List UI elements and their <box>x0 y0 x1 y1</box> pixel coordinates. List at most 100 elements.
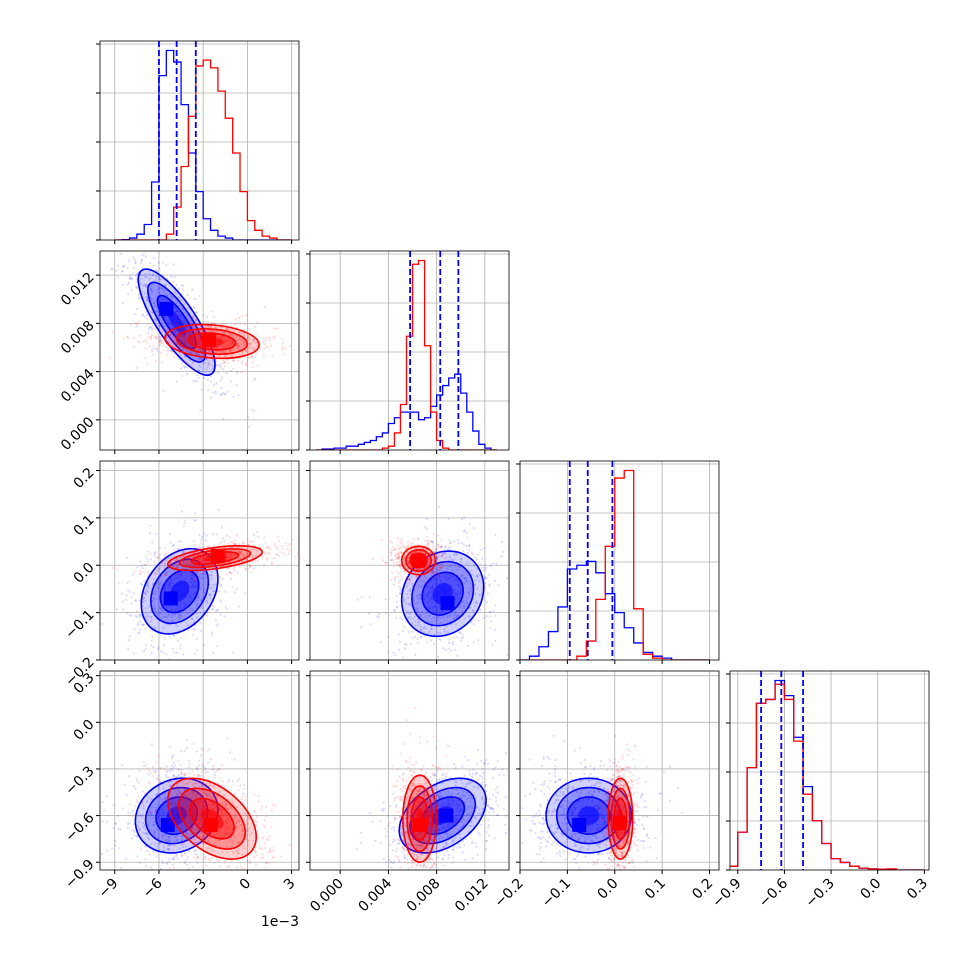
series_b-point <box>425 564 428 568</box>
series_b-point <box>152 353 155 356</box>
series_b-point <box>250 355 253 358</box>
series_b-point <box>242 350 245 353</box>
series_a-point <box>410 576 414 579</box>
series_a-point <box>431 570 434 573</box>
series_a-point <box>149 276 152 279</box>
series_a-point <box>161 834 164 837</box>
series_b-point <box>176 345 179 348</box>
series_a-point <box>178 617 181 620</box>
series_a-point <box>200 800 203 803</box>
series_b-point <box>429 551 432 555</box>
series_b-point <box>246 829 249 832</box>
series_a-point <box>446 616 449 619</box>
series_a-point <box>474 601 477 604</box>
series_b-point <box>264 846 267 850</box>
series_b-point <box>271 354 274 357</box>
series_b-point <box>169 563 173 566</box>
series_a-point <box>462 601 465 604</box>
series_a-point <box>179 636 183 640</box>
series_a-point <box>462 636 465 639</box>
series_a-point <box>449 583 452 586</box>
series_b-point <box>134 322 137 325</box>
series_b-point <box>209 800 212 803</box>
series_a-point <box>170 581 173 584</box>
series_b-point <box>206 770 210 773</box>
series_b-point <box>220 836 223 839</box>
series_a-point <box>470 621 473 624</box>
series_a-point <box>453 636 456 639</box>
series_b-point <box>188 563 191 566</box>
series_b-point <box>432 532 435 536</box>
series_b-point <box>145 763 148 766</box>
series_b-point <box>223 341 226 344</box>
series_a-point <box>208 593 211 596</box>
series_b-point <box>188 563 191 566</box>
series_b-point <box>170 805 173 808</box>
series_a-point <box>189 563 192 566</box>
series_a-point <box>144 876 146 878</box>
series_b-point <box>237 557 240 560</box>
series_b-point <box>200 770 204 774</box>
series_a-point <box>506 653 509 656</box>
joint-panel-0-2-plot-area <box>100 461 299 674</box>
series_a-point <box>156 556 159 559</box>
series_a-point <box>417 594 421 597</box>
series_a-point <box>163 615 166 618</box>
series_b-point <box>229 824 232 828</box>
series_a-point <box>151 311 154 314</box>
series_a-point <box>195 841 198 844</box>
series_b-point <box>252 555 255 558</box>
series_b-point <box>230 354 233 357</box>
series_a-point <box>138 821 141 824</box>
series_a-point <box>190 806 193 809</box>
series_a-point <box>157 315 160 318</box>
series_a-point <box>416 568 420 571</box>
series_a-point <box>394 653 397 656</box>
series_a-point <box>176 857 179 860</box>
series_a-point <box>434 567 437 570</box>
series_a-point <box>217 590 221 593</box>
series_b-point <box>172 866 175 869</box>
series_a-point <box>409 602 412 605</box>
series_a-point <box>184 522 187 525</box>
series_a-point <box>165 587 168 590</box>
series_a-point <box>453 616 456 620</box>
series_b-point <box>168 820 172 823</box>
series_a-density-peak <box>159 301 174 316</box>
series_b-point <box>236 343 240 346</box>
series_a-point <box>169 577 172 580</box>
series_b-point <box>219 808 222 811</box>
series_a-point <box>149 865 152 869</box>
series_b-point <box>200 358 203 361</box>
series_a-point <box>136 834 139 838</box>
series_a-point <box>460 558 463 561</box>
series_a-point <box>153 305 156 308</box>
series_b-point <box>237 789 240 792</box>
series_a-point <box>150 798 153 801</box>
series_a-point <box>192 380 195 383</box>
series_a-point <box>133 672 135 674</box>
series_b-point <box>236 345 240 349</box>
series_a-point <box>192 815 195 819</box>
series_b-point <box>438 560 441 563</box>
series_a-point <box>437 543 440 546</box>
series_b-point <box>214 325 217 328</box>
series_b-point <box>248 341 251 344</box>
series_a-point <box>474 583 477 587</box>
series_b-point <box>244 342 247 345</box>
series_a-point <box>205 599 208 602</box>
series_a-point <box>161 862 164 865</box>
series_a-point <box>161 836 164 839</box>
series_a-point <box>449 614 452 617</box>
series_a-point <box>193 811 196 814</box>
series_a-point <box>167 847 170 850</box>
series_a-point <box>253 378 256 381</box>
series_a-point <box>127 647 130 650</box>
series_b-point <box>252 544 255 547</box>
series_b-point <box>409 580 412 583</box>
series_a-point <box>211 631 214 634</box>
series_b-point <box>191 808 194 811</box>
series_a-point <box>468 587 471 590</box>
series_a-point <box>195 637 198 641</box>
series_b-point <box>189 557 192 560</box>
